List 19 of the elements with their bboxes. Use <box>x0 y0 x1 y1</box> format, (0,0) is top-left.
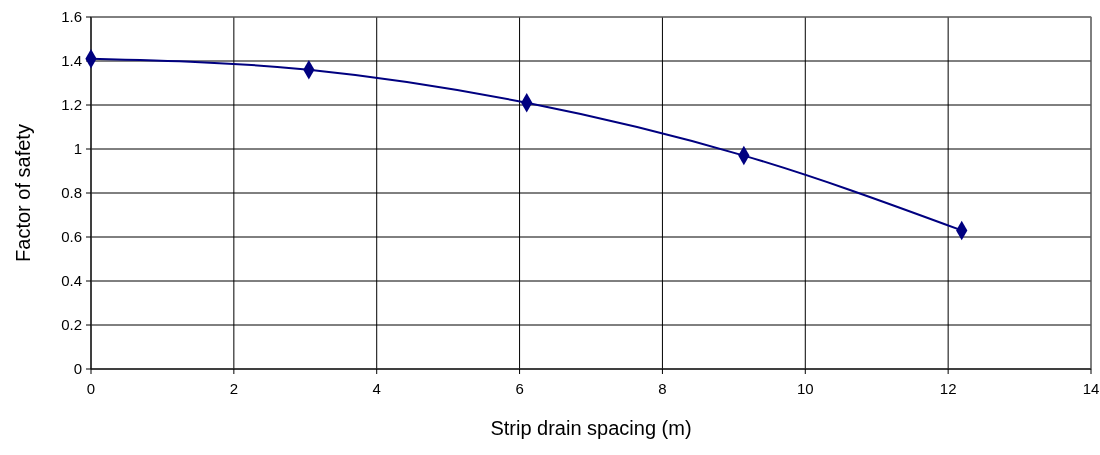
y-tick-label: 1 <box>73 140 82 157</box>
x-tick-label: 14 <box>1082 380 1100 397</box>
x-tick-label: 6 <box>515 380 524 397</box>
y-tick-label: 0.4 <box>61 272 82 289</box>
y-tick-label: 0.6 <box>61 228 82 245</box>
x-tick-label: 4 <box>372 380 381 397</box>
y-axis-title: Factor of safety <box>12 124 34 262</box>
y-tick-label: 0.8 <box>61 184 82 201</box>
x-axis-title: Strip drain spacing (m) <box>490 417 692 439</box>
y-tick-label: 0.2 <box>61 316 82 333</box>
y-tick-label: 1.4 <box>61 52 82 69</box>
y-tick-label: 1.6 <box>61 8 82 25</box>
x-tick-label: 10 <box>796 380 814 397</box>
x-tick-label: 8 <box>658 380 667 397</box>
x-tick-label: 2 <box>229 380 239 397</box>
x-tick-label: 12 <box>939 380 957 397</box>
y-tick-label: 1.2 <box>61 96 82 113</box>
y-tick-label: 0 <box>73 360 82 377</box>
x-tick-label: 0 <box>86 380 96 397</box>
